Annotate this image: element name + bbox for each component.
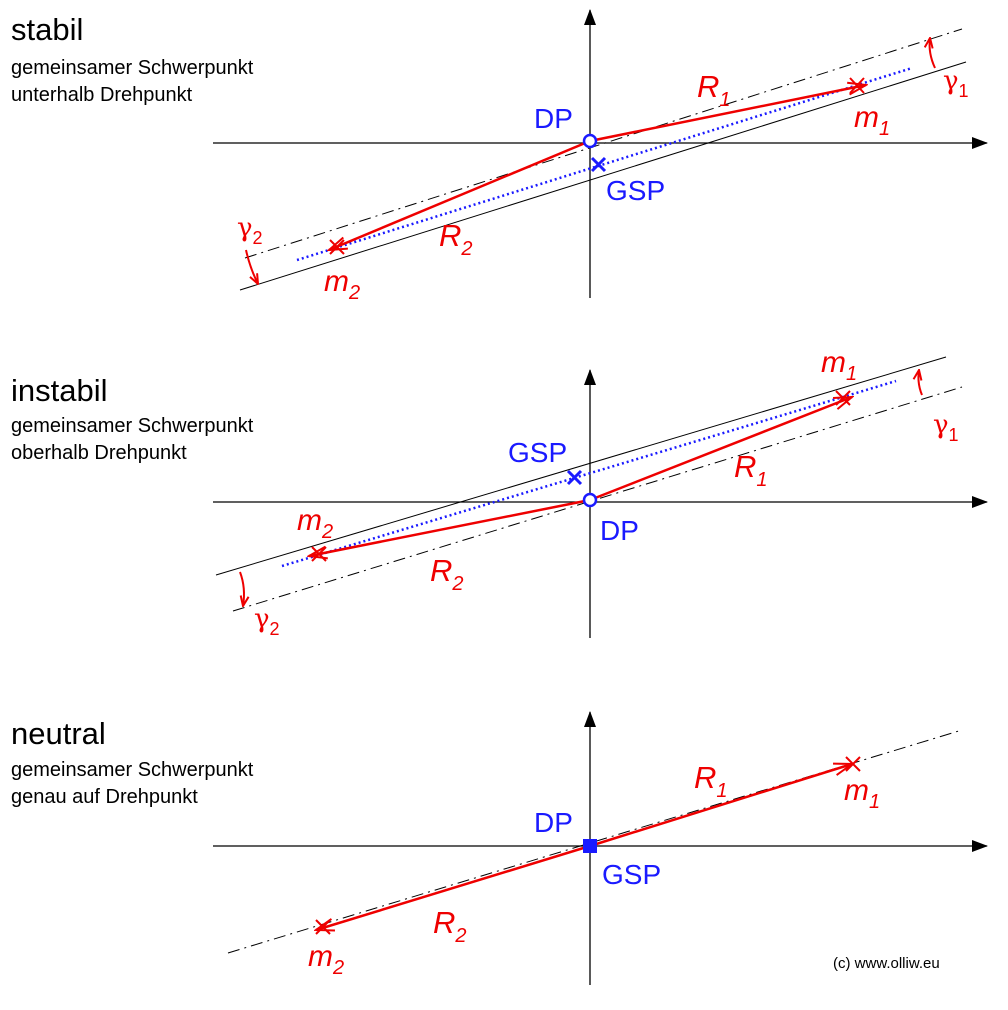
mass-m1-marker xyxy=(849,77,865,94)
m1-label: m1 xyxy=(844,774,880,813)
r1-label: R1 xyxy=(734,449,768,491)
gamma2-label: γ2 xyxy=(237,213,263,248)
mass-m2-marker xyxy=(329,239,345,255)
center-of-mass-marker xyxy=(566,469,583,486)
gamma1-arrow xyxy=(918,370,923,396)
panel-stabil-title: stabil xyxy=(11,12,84,47)
gamma1-arrow xyxy=(930,38,936,69)
panel-stabil-line2: unterhalb Drehpunkt xyxy=(11,84,193,106)
m2-label: m2 xyxy=(308,940,344,979)
panel-neutral-title: neutral xyxy=(11,716,106,751)
arm-r1 xyxy=(589,395,852,502)
r2-label: R2 xyxy=(430,553,464,595)
arm-r2 xyxy=(329,139,591,250)
dp-label: DP xyxy=(534,103,573,134)
mass-m1-marker xyxy=(835,390,851,406)
gamma2-label: γ2 xyxy=(254,604,280,639)
panel-stabil-line1: gemeinsamer Schwerpunkt xyxy=(11,57,254,79)
panel-instabil-diagram: GSP DP R1 R2 m1 m2 γ1 γ2 xyxy=(213,346,988,639)
gamma1-label: γ1 xyxy=(933,410,959,445)
reference-line xyxy=(227,729,963,954)
reference-line xyxy=(244,28,963,259)
r2-label: R2 xyxy=(433,905,467,947)
tilted-line xyxy=(239,61,967,291)
arm-r2 xyxy=(316,844,591,930)
arm-r1 xyxy=(589,764,852,848)
reference-line xyxy=(232,386,963,612)
mass-m2-marker xyxy=(311,546,327,562)
arm-r1 xyxy=(589,85,866,143)
arm-r2 xyxy=(309,498,591,556)
m2-label: m2 xyxy=(324,265,360,304)
r2-label: R2 xyxy=(439,218,473,260)
gsp-label: GSP xyxy=(602,859,661,890)
m1-label: m1 xyxy=(821,346,857,385)
gsp-label: GSP xyxy=(508,437,567,468)
panel-stabil-diagram: DP GSP R1 R2 m1 m2 γ1 γ2 xyxy=(213,9,988,304)
gamma2-arrow xyxy=(245,249,258,284)
gamma2-arrow xyxy=(239,571,244,606)
dp-label: DP xyxy=(600,515,639,546)
panel-neutral-diagram: DP GSP R1 R2 m1 m2 xyxy=(213,711,988,985)
center-of-mass-line xyxy=(296,66,913,262)
m2-label: m2 xyxy=(297,504,333,543)
panel-neutral-line1: gemeinsamer Schwerpunkt xyxy=(11,759,254,781)
panel-instabil-line2: oberhalb Drehpunkt xyxy=(11,442,187,464)
pivot-point-marker xyxy=(582,133,598,149)
dp-label: DP xyxy=(534,807,573,838)
tilted-line xyxy=(215,356,947,576)
panel-instabil-title: instabil xyxy=(11,373,108,408)
mass-m1-marker xyxy=(845,756,861,772)
m1-label: m1 xyxy=(854,101,890,140)
r1-label: R1 xyxy=(694,760,728,802)
pivot-center-marker xyxy=(583,839,597,853)
center-of-mass-marker xyxy=(590,156,607,173)
panel-neutral-line2: genau auf Drehpunkt xyxy=(11,786,198,808)
center-of-mass-line xyxy=(281,379,897,568)
gsp-label: GSP xyxy=(606,175,665,206)
r1-label: R1 xyxy=(697,69,731,111)
gamma1-label: γ1 xyxy=(943,66,969,101)
pivot-point-marker xyxy=(582,492,598,508)
panel-instabil-line1: gemeinsamer Schwerpunkt xyxy=(11,415,254,437)
copyright-note: (c) www.olliw.eu xyxy=(833,955,940,972)
mass-m2-marker xyxy=(315,919,331,935)
